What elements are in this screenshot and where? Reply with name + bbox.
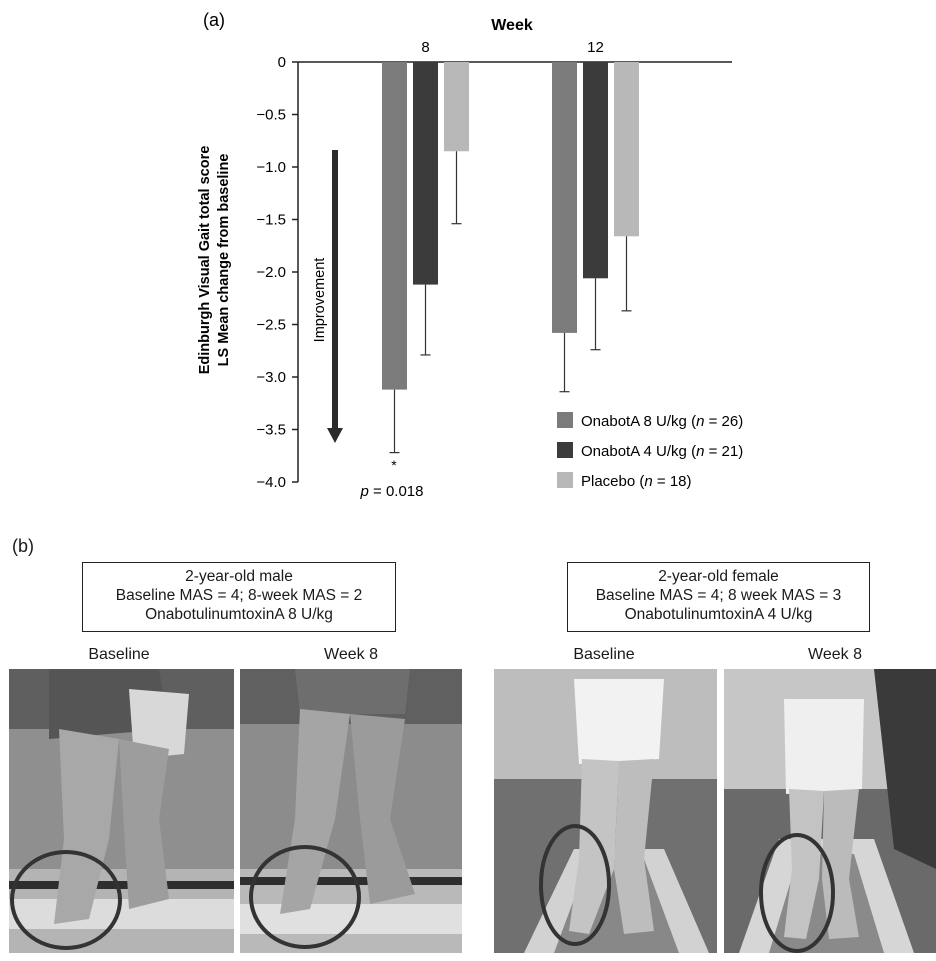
y-tick-label: −4.0 [256,474,286,491]
y-tick-label: 0 [278,54,286,71]
y-ticks: 0 −0.5 −1.0 −1.5 −2.0 −2.5 −3.0 −3.5 −4.0 [256,54,298,491]
caption-female-line3: OnabotulinumtoxinA 4 U/kg [624,606,813,623]
bar [413,62,438,285]
y-tick-label: −2.5 [256,317,286,334]
bars-group [382,62,639,454]
bar [444,62,469,152]
x-categories: 8 12 [421,39,604,56]
photo-female-baseline [494,669,717,953]
significance-asterisk: * [391,457,397,473]
bar [614,62,639,237]
legend: OnabotA 8 U/kg (n = 26) OnabotA 4 U/kg (n… [557,412,743,490]
p-symbol: p [360,483,369,500]
legend-label: OnabotA 8 U/kg (n = 26) [581,413,743,430]
caption-female-line2: Baseline MAS = 4; 8 week MAS = 3 [595,587,842,604]
caption-female: 2-year-old female Baseline MAS = 4; 8 we… [567,562,870,632]
legend-swatch [557,442,573,458]
photo-title-female-baseline: Baseline [573,646,635,663]
photo-title-male-baseline: Baseline [88,646,150,663]
y-tick-label: −1.5 [256,212,286,229]
bar [382,62,407,390]
legend-label: Placebo (n = 18) [581,473,692,490]
photo-title-male-week8: Week 8 [324,646,378,663]
caption-male-line1: 2-year-old male [185,568,293,585]
photo-male-baseline [9,669,234,953]
y-axis-label-line1: Edinburgh Visual Gait total score [197,146,213,375]
caption-male: 2-year-old male Baseline MAS = 4; 8-week… [82,562,396,632]
panel-a-label: (a) [203,10,225,30]
y-axis-label-line2: LS Mean change from baseline [216,154,232,367]
y-tick-label: −3.5 [256,422,286,439]
x-category-label: 12 [587,39,604,56]
y-tick-label: −3.0 [256,369,286,386]
photo-female-week8 [724,669,936,953]
x-category-label: 8 [421,39,429,56]
y-tick-label: −1.0 [256,159,286,176]
caption-male-line2: Baseline MAS = 4; 8-week MAS = 2 [115,587,363,604]
y-tick-label: −2.0 [256,264,286,281]
p-value-annotation: p = 0.018 [360,483,424,500]
bar [552,62,577,333]
p-value-text: = 0.018 [369,483,424,500]
legend-swatch [557,412,573,428]
photo-title-female-week8: Week 8 [808,646,862,663]
gait-score-bar-chart: (a) Week 0 −0.5 −1.0 −1.5 −2.0 −2.5 −3.0 −3.5 −4… [197,10,743,500]
legend-swatch [557,472,573,488]
caption-female-line1: 2-year-old female [658,568,779,585]
panel-b-label: (b) [12,536,34,556]
legend-label: OnabotA 4 U/kg (n = 21) [581,443,743,460]
photo-male-week8 [240,669,462,953]
chart-title: Week [491,17,533,34]
bar [583,62,608,279]
improvement-label: Improvement [312,258,328,343]
caption-male-line3: OnabotulinumtoxinA 8 U/kg [145,606,333,623]
y-tick-label: −0.5 [256,107,286,124]
improvement-arrow [327,150,343,443]
